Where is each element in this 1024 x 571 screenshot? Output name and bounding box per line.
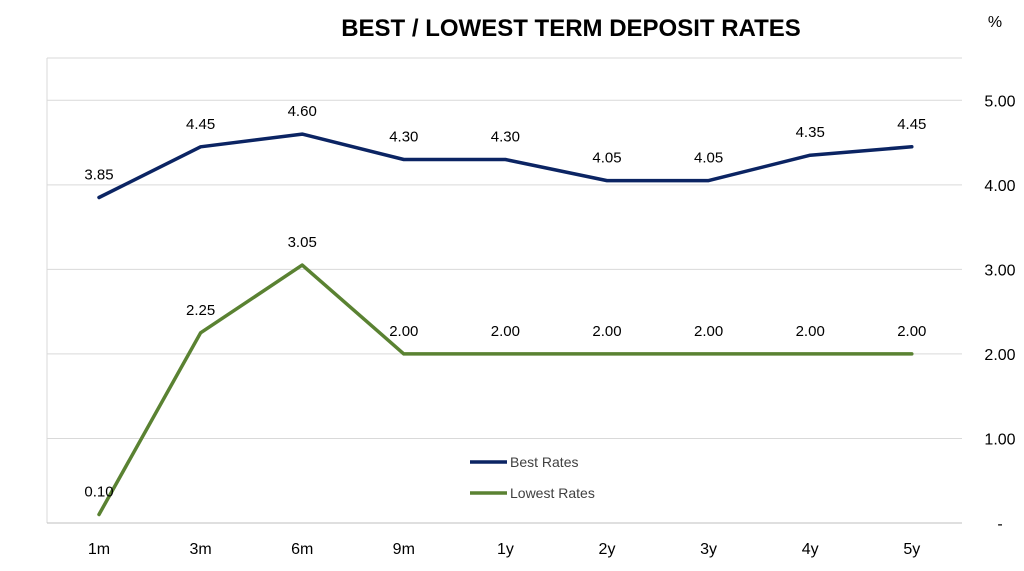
y-tick-label: 3.00 [984,262,1015,279]
x-tick-label: 4y [802,541,819,558]
y-axis-unit: % [988,14,1002,31]
data-label: 3.85 [84,167,113,184]
x-tick-label: 6m [291,541,313,558]
series-lines [97,132,914,517]
data-label: 4.05 [694,150,723,167]
series-line-lowest-rates [97,263,914,517]
data-label: 4.60 [288,103,317,120]
x-tick-label: 9m [393,541,415,558]
gridlines [46,57,962,523]
legend-label: Best Rates [510,454,578,470]
x-tick-label: 2y [599,541,616,558]
data-label: 2.00 [694,323,723,340]
data-label: 4.35 [796,124,825,141]
y-tick-label: 5.00 [984,93,1015,110]
data-label: 2.00 [897,323,926,340]
data-label: 4.30 [389,128,418,145]
x-tick-label: 1y [497,541,514,558]
x-tick-label: 5y [903,541,920,558]
x-tick-label: 3y [700,541,717,558]
data-label: 3.05 [288,234,317,251]
x-tick-label: 1m [88,541,110,558]
x-tick-label: 3m [189,541,211,558]
data-label: 0.10 [84,484,113,501]
data-label: 4.30 [491,128,520,145]
axes: - 1.00 2.00 3.00 4.00 5.00 1m 3m 6m 9m 1y 2y 3y 4y 5y [47,93,1016,558]
y-tick-label: - [997,516,1002,533]
data-label: 2.00 [389,323,418,340]
legend-label: Lowest Rates [510,485,595,501]
series-line-best-rates [97,132,914,200]
chart-title: BEST / LOWEST TERM DEPOSIT RATES [341,15,801,42]
data-label: 2.00 [491,323,520,340]
data-label: 4.45 [186,116,215,133]
data-labels: 3.85 4.45 4.60 4.30 4.30 4.05 4.05 4.35 4.45 0.10… [84,103,926,500]
data-label: 4.45 [897,116,926,133]
data-label: 2.00 [796,323,825,340]
data-label: 2.00 [592,323,621,340]
y-tick-label: 2.00 [984,347,1015,364]
y-tick-label: 4.00 [984,178,1015,195]
data-label: 4.05 [592,150,621,167]
data-label: 2.25 [186,302,215,319]
legend: Best Rates Lowest Rates [470,454,595,501]
y-tick-label: 1.00 [984,431,1015,448]
